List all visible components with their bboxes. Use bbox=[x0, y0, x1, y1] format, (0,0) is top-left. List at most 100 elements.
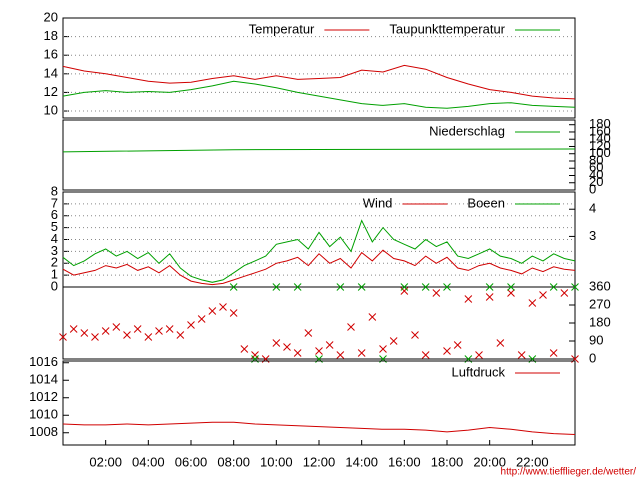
y-tick-label: 4 bbox=[51, 231, 58, 246]
point bbox=[357, 349, 366, 357]
y2-tick-label: 360 bbox=[589, 278, 611, 293]
legend-label: Boeen bbox=[467, 195, 505, 210]
series-line bbox=[62, 421, 576, 435]
point bbox=[368, 313, 377, 321]
y2-tick-label: 90 bbox=[589, 332, 603, 347]
y-tick-label: 18 bbox=[44, 28, 58, 43]
x-tick-label: 04:00 bbox=[132, 454, 165, 469]
point bbox=[485, 283, 494, 291]
y2-tick-label: 0 bbox=[589, 181, 596, 196]
y-tick-label: 14 bbox=[44, 65, 58, 80]
point bbox=[453, 341, 462, 349]
y-tick-label: 12 bbox=[44, 84, 58, 99]
point bbox=[432, 289, 441, 297]
point bbox=[187, 321, 195, 329]
legend-label: Temperatur bbox=[249, 21, 315, 36]
y-tick-label: 1016 bbox=[29, 354, 58, 369]
panel-frame bbox=[62, 17, 576, 119]
point bbox=[176, 331, 185, 339]
series-line bbox=[62, 64, 576, 100]
point bbox=[80, 329, 89, 337]
y-tick-label: 7 bbox=[51, 195, 58, 210]
legend-label: Taupunkttemperatur bbox=[389, 21, 505, 36]
y2-tick-label: 80 bbox=[589, 152, 603, 167]
x-tick-label: 14:00 bbox=[345, 454, 378, 469]
point bbox=[400, 283, 409, 291]
y-tick-label: 20 bbox=[44, 9, 58, 24]
point bbox=[421, 283, 430, 291]
point bbox=[379, 345, 387, 353]
point bbox=[293, 283, 302, 291]
point bbox=[91, 333, 99, 341]
y2-tick-label: 270 bbox=[589, 296, 611, 311]
point bbox=[229, 283, 238, 291]
point bbox=[411, 331, 419, 339]
y-tick-label: 1014 bbox=[29, 372, 58, 387]
point bbox=[507, 289, 515, 297]
legend-label: Wind bbox=[363, 195, 393, 210]
point bbox=[59, 333, 67, 341]
point bbox=[165, 325, 174, 333]
x-tick-label: 12:00 bbox=[303, 454, 336, 469]
y2-tick-label: 180 bbox=[589, 116, 611, 131]
y2-tick-label: 120 bbox=[589, 138, 611, 153]
y-tick-label: 0 bbox=[51, 278, 58, 293]
point bbox=[304, 329, 313, 337]
y2-tick-label: 3 bbox=[589, 228, 596, 243]
series-line bbox=[62, 80, 576, 109]
point bbox=[197, 315, 206, 323]
point bbox=[347, 323, 355, 331]
x-tick-label: 10:00 bbox=[260, 454, 293, 469]
point bbox=[283, 343, 291, 351]
y2-tick-label: 60 bbox=[589, 160, 603, 175]
y2-tick-label: 180 bbox=[589, 314, 611, 329]
panel-frame bbox=[62, 119, 576, 191]
y-tick-label: 1012 bbox=[29, 389, 58, 404]
legend-label: Niederschlag bbox=[429, 123, 505, 138]
point bbox=[315, 347, 323, 355]
point bbox=[336, 351, 345, 359]
point bbox=[507, 283, 515, 291]
y2-tick-label: 100 bbox=[589, 145, 611, 160]
point bbox=[208, 307, 217, 315]
point bbox=[123, 331, 131, 339]
y-tick-label: 3 bbox=[51, 243, 58, 258]
legend-label: Luftdruck bbox=[452, 364, 506, 379]
point bbox=[560, 289, 569, 297]
y2-tick-label: 40 bbox=[589, 167, 603, 182]
point bbox=[101, 327, 110, 335]
y-tick-label: 10 bbox=[44, 102, 58, 117]
point bbox=[389, 337, 398, 345]
y2-tick-label: 160 bbox=[589, 123, 611, 138]
y2-tick-label: 0 bbox=[589, 350, 596, 365]
point bbox=[571, 283, 579, 291]
series-line bbox=[62, 148, 576, 153]
point bbox=[240, 345, 249, 353]
x-tick-label: 18:00 bbox=[431, 454, 464, 469]
y-tick-label: 6 bbox=[51, 207, 58, 222]
x-tick-label: 16:00 bbox=[388, 454, 421, 469]
point bbox=[539, 291, 547, 299]
y-tick-label: 5 bbox=[51, 219, 58, 234]
point bbox=[336, 283, 345, 291]
x-tick-label: 06:00 bbox=[175, 454, 208, 469]
point bbox=[155, 327, 163, 335]
point bbox=[443, 347, 451, 355]
y2-tick-label: 4 bbox=[589, 201, 596, 216]
y-tick-label: 2 bbox=[51, 255, 58, 270]
point bbox=[144, 333, 153, 341]
x-tick-label: 20:00 bbox=[473, 454, 506, 469]
point bbox=[485, 293, 494, 301]
x-tick-label: 08:00 bbox=[217, 454, 250, 469]
point bbox=[549, 283, 558, 291]
point bbox=[293, 349, 302, 357]
point bbox=[325, 341, 334, 349]
y-tick-label: 1008 bbox=[29, 424, 58, 439]
point bbox=[272, 339, 281, 347]
y-tick-label: 16 bbox=[44, 47, 58, 62]
point bbox=[421, 351, 430, 359]
point bbox=[219, 303, 227, 311]
y-tick-label: 1 bbox=[51, 267, 58, 282]
point bbox=[517, 351, 526, 359]
